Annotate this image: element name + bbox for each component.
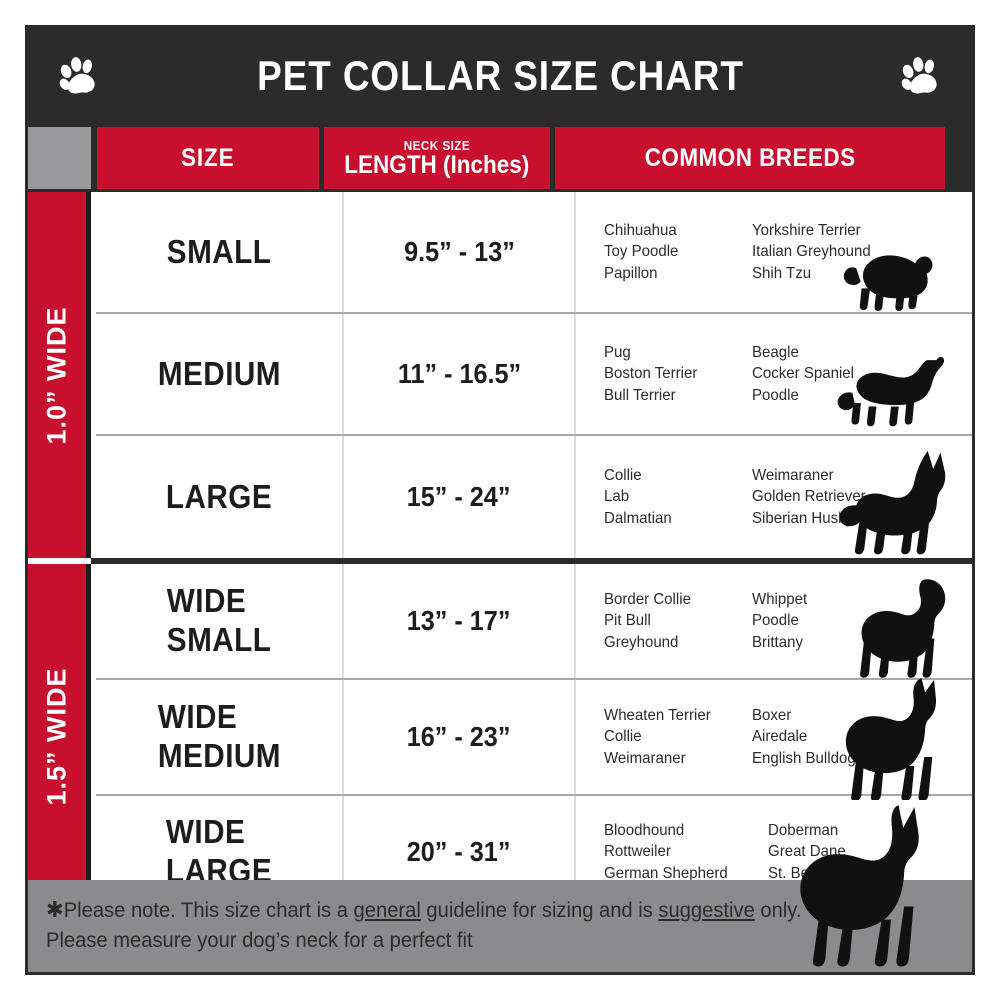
breed-list-column-1: Bloodhound Rottweiler German Shepherd [604, 822, 728, 882]
header-cell-size: SIZE [97, 127, 319, 189]
cell-length: 15” - 24” [344, 436, 576, 558]
header-label-size: SIZE [181, 143, 235, 172]
section-label-1-0-wide: 1.0” WIDE [41, 305, 72, 445]
cell-common-breeds: Pug Boston Terrier Bull Terrier Beagle Cock… [576, 314, 972, 434]
breed-list-column-2: Whippet Poodle Brittany [752, 591, 808, 651]
length-value: 16” - 23” [407, 721, 511, 752]
cell-length: 13” - 17” [344, 564, 576, 678]
table-row: MEDIUM 11” - 16.5” Pug Boston Terrier Bull… [96, 314, 972, 436]
breed-list-column-1: Chihuahua Toy Poodle Papillon [604, 222, 679, 282]
size-label: WIDE SMALL [166, 582, 272, 658]
header-spacer-cell [28, 127, 91, 189]
page-title: PET COLLAR SIZE CHART [256, 52, 744, 99]
cell-size: LARGE [96, 436, 344, 558]
header-label-neck-size: NECK SIZE [403, 137, 471, 153]
footer-underline-suggestive: suggestive [658, 899, 755, 922]
header-label-length: LENGTH (Inches) [344, 150, 530, 179]
size-label: MEDIUM [157, 354, 281, 392]
breed-list-column-1: Border Collie Pit Bull Greyhound [604, 591, 691, 651]
cell-common-breeds: Collie Lab Dalmatian Weimaraner Golden Retr… [576, 436, 972, 558]
cell-size: MEDIUM [96, 314, 344, 434]
cell-length: 16” - 23” [344, 680, 576, 794]
breed-list-column-1: Collie Lab Dalmatian [604, 467, 672, 527]
section-strip-1-0-wide: 1.0” WIDE [28, 192, 91, 558]
footer-text-b: guideline for sizing and is [420, 899, 659, 922]
cell-length: 11” - 16.5” [344, 314, 576, 434]
cell-common-breeds: Wheaten Terrier Collie Weimaraner Boxer Air… [576, 678, 972, 800]
footer-underline-general: general [353, 899, 421, 922]
length-value: 20” - 31” [407, 836, 511, 867]
paw-print-icon [898, 53, 944, 99]
paw-print-icon [56, 53, 102, 99]
table-row: WIDE SMALL 13” - 17” Border Collie Pit Bul… [96, 564, 972, 680]
footer-text-c: only. [754, 899, 802, 922]
length-value: 11” - 16.5” [397, 358, 521, 389]
size-label: WIDE MEDIUM [157, 698, 281, 774]
cell-size: WIDE MEDIUM [96, 680, 344, 794]
header-cell-length: NECK SIZE LENGTH (Inches) [324, 127, 550, 189]
cell-size: WIDE SMALL [96, 564, 344, 678]
cell-length: 9.5” - 13” [344, 192, 576, 312]
breed-list-column-1: Wheaten Terrier Collie Weimaraner [604, 707, 711, 767]
footer-note-line-1: ✱Please note. This size chart is a gener… [46, 894, 918, 926]
size-label: SMALL [166, 232, 272, 270]
breed-list-column-2: Doberman Great Dane St. Bernard [768, 822, 846, 882]
length-value: 9.5” - 13” [403, 236, 515, 267]
chart-frame: PET COLLAR SIZE CHART SIZE NECK SIZE LEN… [25, 25, 975, 975]
section-label-1-5-wide: 1.5” WIDE [41, 666, 72, 806]
table-row: LARGE 15” - 24” Collie Lab Dalmatian Weima… [96, 436, 972, 558]
cell-common-breeds: Border Collie Pit Bull Greyhound Whippet Po… [576, 564, 972, 678]
section-divider [91, 558, 972, 564]
size-label: LARGE [165, 477, 273, 515]
title-bar: PET COLLAR SIZE CHART [28, 28, 972, 124]
breed-list-column-2: Yorkshire Terrier Italian Greyhound Shih T… [752, 222, 871, 282]
table-row: WIDE MEDIUM 16” - 23” Wheaten Terrier Coll… [96, 678, 972, 800]
table-header-row: SIZE NECK SIZE LENGTH (Inches) COMMON BR… [28, 124, 972, 192]
asterisk-icon: ✱ [46, 897, 64, 922]
table-row: SMALL 9.5” - 13” Chihuahua Toy Poodle Papi… [96, 192, 972, 314]
breed-list-column-2: Beagle Cocker Spaniel Poodle [752, 344, 854, 404]
footer-note-line-2: Please measure your dog’s neck for a per… [46, 928, 473, 952]
cell-length: 20” - 31” [344, 796, 576, 908]
section-strip-1-5-wide: 1.5” WIDE [28, 564, 91, 908]
breed-list-column-2: Weimaraner Golden Retriever Siberian Husky [752, 467, 866, 527]
table-body: 1.0” WIDE 1.5” WIDE SMALL 9.5” - 13” Chi… [28, 192, 972, 972]
cell-common-breeds: Chihuahua Toy Poodle Papillon Yorkshire Te… [576, 192, 972, 312]
header-label-common-breeds: COMMON BREEDS [644, 143, 856, 172]
footer-note-bar: ✱Please note. This size chart is a gener… [28, 880, 972, 972]
header-cell-common-breeds: COMMON BREEDS [555, 127, 945, 189]
cell-size: SMALL [96, 192, 344, 312]
length-value: 15” - 24” [407, 481, 511, 512]
breed-list-column-1: Pug Boston Terrier Bull Terrier [604, 344, 698, 404]
breed-list-column-2: Boxer Airedale English Bulldog [752, 707, 856, 767]
footer-text-a: Please note. This size chart is a [63, 899, 354, 922]
length-value: 13” - 17” [407, 605, 511, 636]
